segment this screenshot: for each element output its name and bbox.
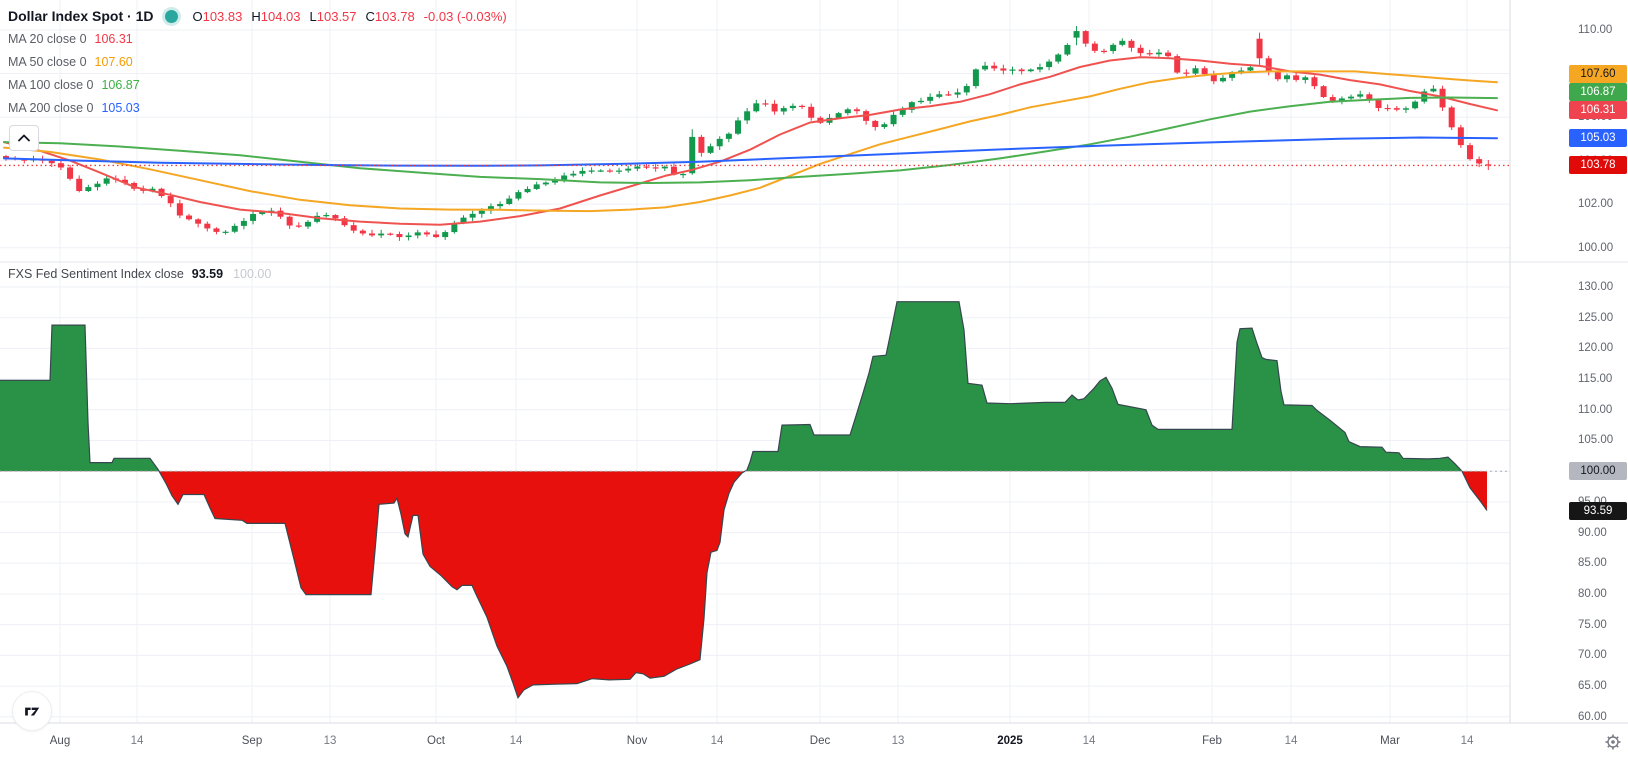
tradingview-logo[interactable] xyxy=(12,691,52,731)
price-axis-label[interactable]: 120.00 xyxy=(1578,342,1614,355)
ma-label: MA 200 close 0 xyxy=(8,100,94,115)
price-axis-label[interactable]: 75.00 xyxy=(1578,618,1607,631)
ma-20-line xyxy=(3,56,1498,226)
time-axis-label[interactable]: Feb xyxy=(1202,735,1222,747)
price-axis-label[interactable]: 70.00 xyxy=(1578,649,1607,662)
time-axis-label[interactable]: 2025 xyxy=(997,735,1023,747)
time-axis-label[interactable]: Mar xyxy=(1380,735,1400,747)
ma-label: MA 50 close 0 xyxy=(8,54,87,69)
time-axis-label[interactable]: Nov xyxy=(626,735,648,747)
price-axis-label[interactable]: 102.00 xyxy=(1578,198,1614,211)
time-axis-label[interactable]: Oct xyxy=(427,735,445,747)
ma100-badge: 106.87 xyxy=(1569,83,1627,102)
ma-50-line xyxy=(3,70,1498,213)
time-axis-label[interactable]: 14 xyxy=(1284,735,1298,747)
baseline-badge: 100.00 xyxy=(1569,462,1627,481)
ohlc-value: 103.57 xyxy=(316,8,357,24)
price-axis-label[interactable]: 85.00 xyxy=(1578,557,1607,570)
ma-legend-row-2[interactable]: MA 50 close 0 107.60 xyxy=(8,50,507,73)
ohlc-letter: C xyxy=(365,8,375,24)
gear-icon xyxy=(1605,734,1621,750)
main-series-legend: Dollar Index Spot · 1D O103.83 H104.03 L10… xyxy=(8,5,507,119)
price-axis-label[interactable]: 65.00 xyxy=(1578,680,1607,693)
ohlc-letter: L xyxy=(309,8,317,24)
ohlc-letter: H xyxy=(251,8,261,24)
ma-100-line xyxy=(3,96,1498,184)
time-axis-label[interactable]: Dec xyxy=(809,735,831,747)
ma50-badge: 107.60 xyxy=(1569,65,1627,84)
sentiment-area xyxy=(0,301,1488,699)
ohlc-value: 103.78 xyxy=(374,8,415,24)
tradingview-logo-icon xyxy=(25,707,40,716)
time-axis-label[interactable]: 14 xyxy=(130,735,144,747)
ohlc-letter: O xyxy=(192,8,203,24)
price-axis-label[interactable]: 105.00 xyxy=(1578,434,1614,447)
ma-value: 105.03 xyxy=(101,100,140,115)
candles xyxy=(3,26,1492,241)
price-axis-label[interactable]: 60.00 xyxy=(1578,710,1607,723)
indicator-value: 93.59 xyxy=(191,267,224,281)
chevron-up-icon xyxy=(18,134,30,142)
time-axis-label[interactable]: Sep xyxy=(241,735,263,747)
price-axis-label[interactable]: 130.00 xyxy=(1578,281,1614,293)
indicator-baseline-value: 100.00 xyxy=(233,267,272,281)
collapse-panel-button[interactable] xyxy=(9,125,39,151)
ma-legend-row-3[interactable]: MA 100 close 0 106.87 xyxy=(8,73,507,96)
time-axis-label[interactable]: Aug xyxy=(49,735,71,747)
indicator-legend[interactable]: FXS Fed Sentiment Index close 93.59 100.… xyxy=(8,267,271,281)
ma20-badge: 106.31 xyxy=(1569,101,1627,120)
ma-label: MA 100 close 0 xyxy=(8,77,94,92)
ma-legend-rows: MA 20 close 0 106.31 MA 50 close 0 107.60 MA… xyxy=(8,27,507,119)
indicator-name: FXS Fed Sentiment Index close xyxy=(8,267,184,281)
ma-value: 106.87 xyxy=(101,77,140,92)
price-axis-label[interactable]: 125.00 xyxy=(1578,311,1614,324)
ohlc-readout: O103.83 H104.03 L103.57 C103.78 xyxy=(192,9,414,24)
symbol-title[interactable]: Dollar Index Spot · 1D xyxy=(8,8,154,24)
time-axis-label[interactable]: 14 xyxy=(1082,735,1096,747)
symbol-title-row: Dollar Index Spot · 1D O103.83 H104.03 L10… xyxy=(8,5,507,27)
last-price-badge: 103.78 xyxy=(1569,156,1627,175)
time-axis-label[interactable]: 13 xyxy=(891,735,905,747)
change-readout: -0.03 (-0.03%) xyxy=(423,8,507,24)
time-axis-settings-button[interactable] xyxy=(1602,731,1624,753)
ma200-badge: 105.03 xyxy=(1569,129,1627,148)
price-axis-label[interactable]: 90.00 xyxy=(1578,526,1607,539)
ma-legend-row-4[interactable]: MA 200 close 0 105.03 xyxy=(8,96,507,119)
ma-label: MA 20 close 0 xyxy=(8,31,87,46)
price-axis-label[interactable]: 110.00 xyxy=(1578,403,1613,416)
ma-legend-row-1[interactable]: MA 20 close 0 106.31 xyxy=(8,27,507,50)
time-axis-label[interactable]: 14 xyxy=(710,735,724,747)
ohlc-value: 103.83 xyxy=(202,8,243,24)
sentiment-last-badge: 93.59 xyxy=(1569,501,1627,520)
price-axis-label[interactable]: 100.00 xyxy=(1578,241,1614,254)
provider-dot-icon xyxy=(165,9,179,23)
price-axis-label[interactable]: 110.00 xyxy=(1578,24,1613,36)
ma-value: 107.60 xyxy=(94,54,133,69)
time-axis-label[interactable]: 14 xyxy=(509,735,523,747)
price-axis-label[interactable]: 115.00 xyxy=(1578,373,1613,386)
time-axis-label[interactable]: 14 xyxy=(1460,735,1474,747)
ma-200-line xyxy=(3,136,1498,167)
time-axis-label[interactable]: 13 xyxy=(323,735,337,747)
ohlc-value: 104.03 xyxy=(260,8,301,24)
ma-value: 106.31 xyxy=(94,31,133,46)
price-axis-label[interactable]: 80.00 xyxy=(1578,587,1607,600)
